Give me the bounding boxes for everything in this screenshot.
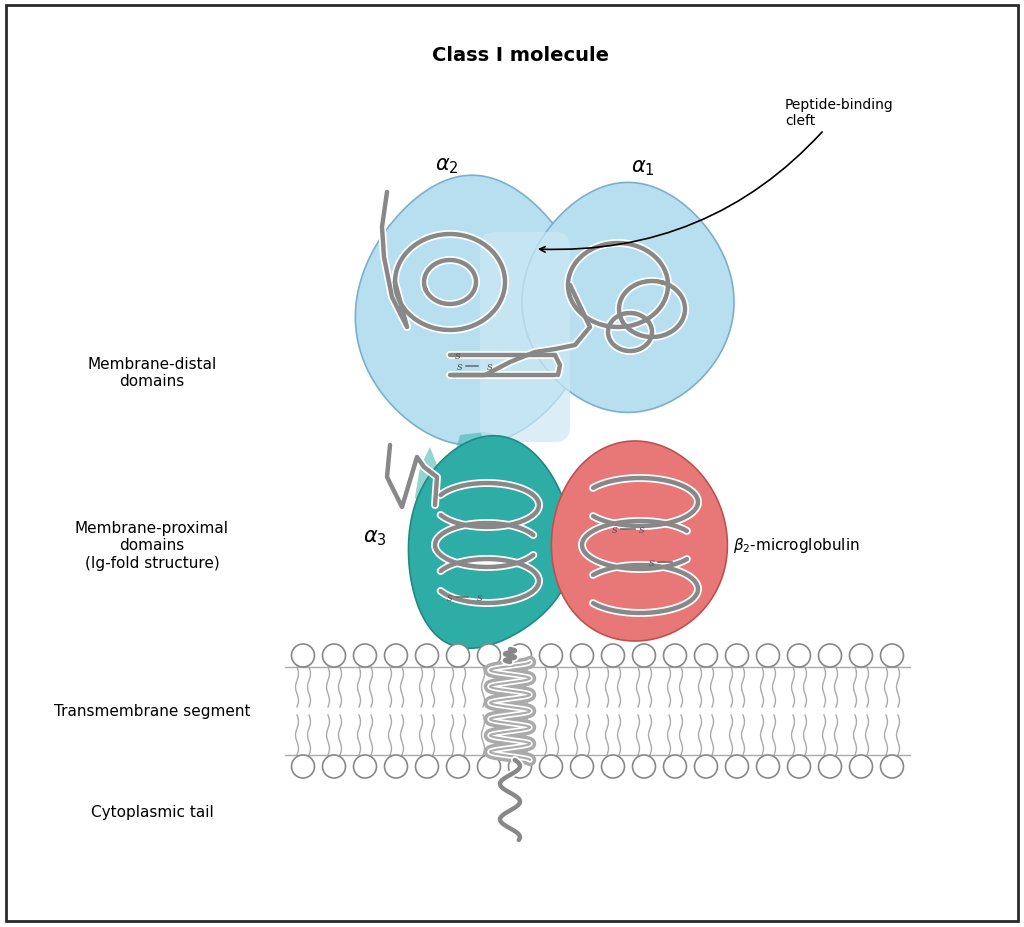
Circle shape (757, 756, 779, 778)
Circle shape (384, 644, 408, 667)
Text: s: s (612, 525, 617, 535)
Circle shape (540, 644, 562, 667)
Text: Peptide-binding
cleft: Peptide-binding cleft (540, 97, 894, 253)
Text: s: s (455, 350, 461, 361)
FancyBboxPatch shape (480, 233, 570, 442)
Polygon shape (409, 437, 572, 649)
Circle shape (881, 644, 903, 667)
Circle shape (818, 756, 842, 778)
Circle shape (664, 756, 686, 778)
Circle shape (850, 644, 872, 667)
Circle shape (570, 756, 594, 778)
Circle shape (446, 756, 469, 778)
Text: $\alpha_3$: $\alpha_3$ (364, 527, 387, 548)
Circle shape (353, 756, 377, 778)
Circle shape (509, 644, 531, 667)
Text: s: s (639, 525, 645, 535)
Circle shape (725, 644, 749, 667)
Text: Class I molecule: Class I molecule (431, 46, 608, 65)
Text: s: s (477, 592, 483, 603)
Polygon shape (355, 176, 589, 446)
Text: s: s (447, 592, 453, 603)
Circle shape (323, 644, 345, 667)
Circle shape (323, 756, 345, 778)
Text: Cytoplasmic tail: Cytoplasmic tail (91, 805, 213, 819)
Circle shape (509, 756, 531, 778)
Circle shape (694, 756, 718, 778)
Polygon shape (415, 433, 515, 527)
Text: $\alpha_1$: $\alpha_1$ (631, 158, 654, 178)
Polygon shape (551, 441, 727, 641)
Circle shape (694, 644, 718, 667)
Text: s: s (649, 557, 655, 567)
Circle shape (477, 644, 501, 667)
Circle shape (850, 756, 872, 778)
Circle shape (725, 756, 749, 778)
Text: Transmembrane segment: Transmembrane segment (53, 704, 250, 718)
Text: s: s (457, 362, 463, 372)
Circle shape (292, 756, 314, 778)
Text: $\beta_2$-microglobulin: $\beta_2$-microglobulin (733, 536, 860, 555)
Circle shape (477, 756, 501, 778)
Text: s: s (487, 362, 493, 372)
Text: Membrane-proximal
domains
(Ig-fold structure): Membrane-proximal domains (Ig-fold struc… (75, 521, 229, 570)
Circle shape (787, 756, 811, 778)
Circle shape (818, 644, 842, 667)
Text: Membrane-distal
domains: Membrane-distal domains (87, 356, 217, 388)
Circle shape (664, 644, 686, 667)
Circle shape (292, 644, 314, 667)
Circle shape (353, 644, 377, 667)
Polygon shape (522, 184, 734, 413)
Circle shape (787, 644, 811, 667)
Circle shape (416, 644, 438, 667)
Circle shape (416, 756, 438, 778)
Circle shape (601, 756, 625, 778)
Circle shape (570, 644, 594, 667)
Text: $\alpha_2$: $\alpha_2$ (435, 156, 459, 176)
Circle shape (540, 756, 562, 778)
Circle shape (633, 756, 655, 778)
Circle shape (757, 644, 779, 667)
Circle shape (633, 644, 655, 667)
Circle shape (881, 756, 903, 778)
Circle shape (446, 644, 469, 667)
Circle shape (384, 756, 408, 778)
Circle shape (601, 644, 625, 667)
